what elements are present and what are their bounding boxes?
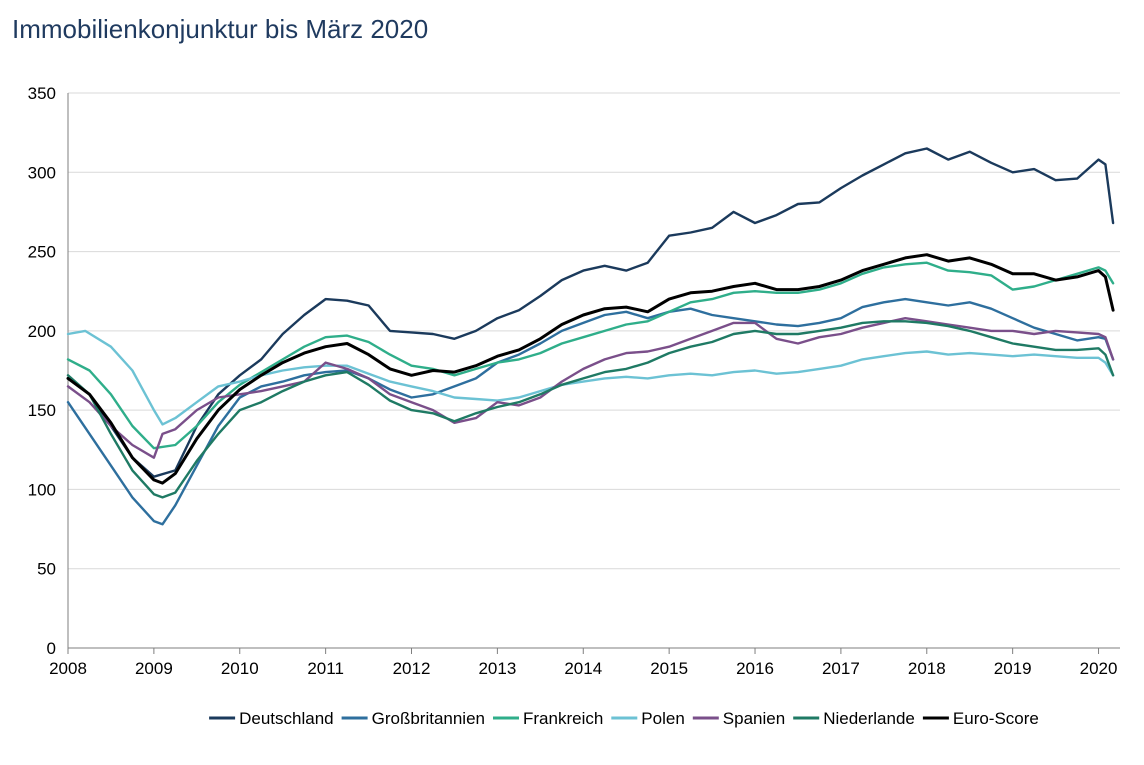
y-tick-label: 350 bbox=[28, 84, 56, 103]
y-axis: 0 50 100 150 200 250 300 350 bbox=[28, 84, 69, 658]
gridlines bbox=[68, 92, 1120, 570]
x-tick-label: 2018 bbox=[908, 659, 946, 678]
chart-title: Immobilienkonjunktur bis März 2020 bbox=[12, 14, 429, 44]
x-tick-label: 2017 bbox=[822, 659, 860, 678]
legend-label: Deutschland bbox=[239, 709, 334, 728]
legend-label: Polen bbox=[641, 709, 684, 728]
series-line bbox=[66, 297, 1115, 526]
y-tick-label: 200 bbox=[28, 322, 56, 341]
x-axis: 2008 2009 2010 2011 2012 2013 2014 2015 2016 2017… bbox=[49, 647, 1120, 678]
y-tick-label: 300 bbox=[28, 163, 56, 182]
legend-label: Niederlande bbox=[823, 709, 915, 728]
series-lines bbox=[66, 147, 1115, 526]
legend-label: Euro-Score bbox=[953, 709, 1039, 728]
x-tick-label: 2014 bbox=[564, 659, 602, 678]
x-tick-label: 2012 bbox=[393, 659, 431, 678]
legend-item: Euro-Score bbox=[922, 709, 1039, 728]
x-tick-label: 2013 bbox=[478, 659, 516, 678]
x-tick-label: 2020 bbox=[1080, 659, 1118, 678]
y-tick-label: 250 bbox=[28, 243, 56, 262]
y-tick-label: 50 bbox=[37, 560, 56, 579]
legend: Deutschland Großbritannien Frankreich Polen… bbox=[209, 709, 1039, 728]
legend-item: Frankreich bbox=[493, 709, 603, 728]
series-line bbox=[66, 317, 1115, 459]
x-tick-label: 2009 bbox=[135, 659, 173, 678]
series-line bbox=[66, 147, 1115, 478]
legend-item: Spanien bbox=[692, 709, 785, 728]
legend-item: Polen bbox=[611, 709, 685, 728]
x-tick-label: 2010 bbox=[221, 659, 259, 678]
series-line bbox=[66, 320, 1115, 499]
x-tick-label: 2008 bbox=[49, 659, 87, 678]
y-tick-label: 0 bbox=[47, 639, 56, 658]
legend-label: Spanien bbox=[723, 709, 785, 728]
x-tick-label: 2016 bbox=[736, 659, 774, 678]
series-line bbox=[66, 329, 1115, 426]
legend-item: Deutschland bbox=[209, 709, 334, 728]
legend-label: Großbritannien bbox=[372, 709, 485, 728]
legend-label: Frankreich bbox=[523, 709, 603, 728]
x-tick-label: 2015 bbox=[650, 659, 688, 678]
y-tick-label: 150 bbox=[28, 401, 56, 420]
series-line bbox=[66, 253, 1115, 485]
y-tick-label: 100 bbox=[28, 480, 56, 499]
legend-item: Niederlande bbox=[793, 709, 915, 728]
legend-item: Großbritannien bbox=[341, 709, 485, 728]
x-tick-label: 2019 bbox=[994, 659, 1032, 678]
series-line bbox=[66, 261, 1115, 450]
x-tick-label: 2011 bbox=[307, 659, 344, 678]
